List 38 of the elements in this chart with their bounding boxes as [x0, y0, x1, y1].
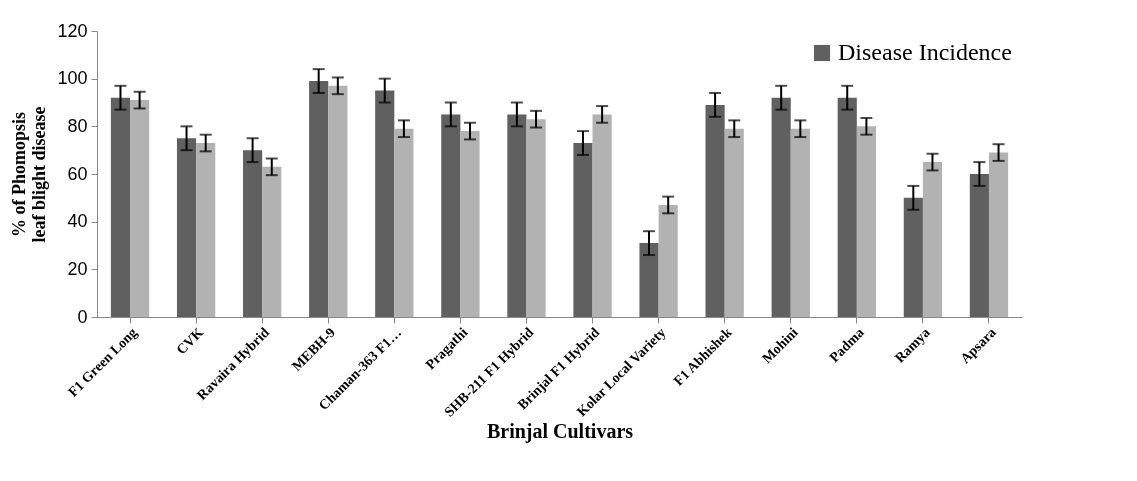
legend-label: Disease Incidence: [838, 39, 1012, 65]
bar: [130, 100, 150, 317]
bar: [790, 128, 810, 317]
bar: [507, 114, 527, 317]
bar: [639, 243, 659, 317]
bar: [262, 166, 282, 317]
bar: [969, 174, 989, 317]
y-tick-label: 60: [67, 163, 88, 184]
bar: [724, 128, 744, 317]
bar: [328, 85, 348, 317]
bar: [922, 162, 943, 317]
bar: [110, 97, 131, 317]
bar: [196, 143, 216, 317]
y-tick-label: 0: [77, 306, 88, 327]
y-tick-label: 40: [67, 211, 88, 232]
bar: [771, 97, 791, 317]
bar: [856, 126, 876, 317]
bar: [309, 81, 329, 317]
y-tick-label: 80: [67, 115, 88, 136]
bar: [526, 119, 546, 317]
bar: [837, 97, 857, 317]
bar: [903, 197, 923, 317]
bar: [592, 114, 612, 317]
bar: [573, 143, 593, 317]
bar: [375, 90, 395, 317]
bar: [394, 128, 414, 317]
bar: [243, 150, 263, 317]
bar: [705, 104, 725, 317]
y-tick-label: 120: [57, 20, 88, 41]
y-axis-title: % of Phomopsis leaf blight disease: [9, 106, 50, 243]
y-tick-label: 20: [67, 258, 88, 279]
bar: [176, 138, 197, 317]
bar: [988, 152, 1009, 317]
bar: [460, 131, 480, 317]
bar: [658, 204, 678, 317]
y-tick-label: 100: [57, 68, 88, 89]
x-axis-title: Brinjal Cultivars: [486, 419, 634, 443]
bar: [441, 114, 461, 317]
